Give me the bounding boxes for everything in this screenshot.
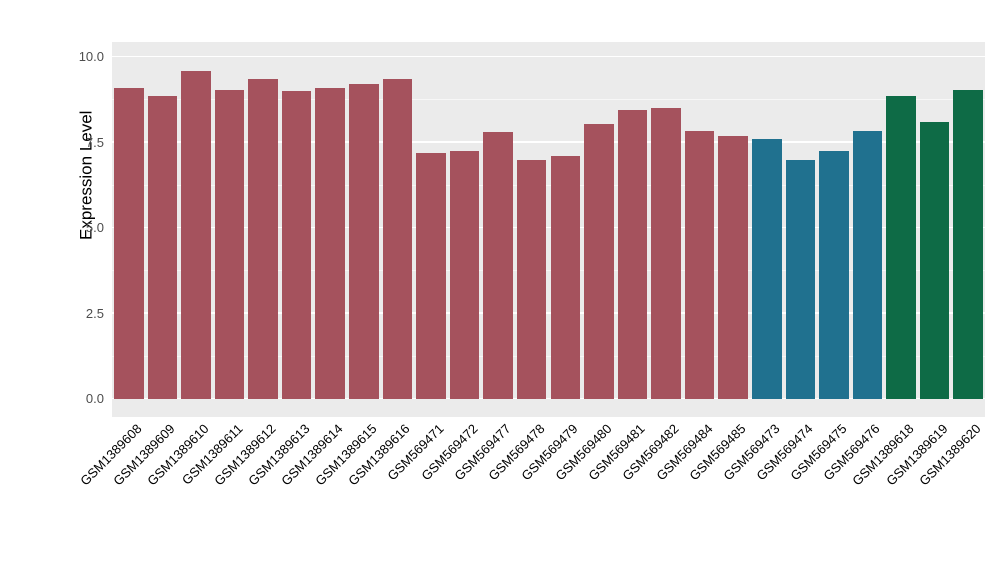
- bar-GSM569477: [483, 132, 513, 399]
- y-tick-label: 5.0: [85, 220, 104, 235]
- bar-GSM569484: [684, 130, 715, 399]
- bar-GSM569478: [516, 159, 547, 399]
- bar-GSM569482: [651, 108, 681, 399]
- y-tick-label: 0.0: [85, 391, 104, 406]
- bar-GSM569479: [550, 156, 581, 399]
- bar-GSM1389616: [382, 79, 413, 399]
- bar-GSM569480: [584, 123, 614, 399]
- gridline-major: [112, 312, 985, 314]
- bar-GSM1389618: [886, 96, 916, 399]
- gridline-minor: [112, 355, 985, 357]
- bar-GSM569481: [617, 110, 648, 399]
- gridline-major: [112, 397, 985, 399]
- x-axis: GSM1389608 GSM1389609 GSM1389610 GSM1389611…: [77, 421, 985, 571]
- bar-GSM569471: [416, 152, 446, 399]
- bar-GSM569474: [785, 159, 816, 399]
- bar-GSM1389609: [147, 96, 178, 399]
- bar-GSM1389620: [953, 89, 983, 399]
- bar-GSM1389613: [281, 91, 312, 399]
- bar-GSM569475: [819, 151, 849, 399]
- y-axis: 0.0 2.5 5.0 7.5 10.0: [0, 42, 104, 417]
- bar-GSM1389610: [181, 70, 211, 399]
- bar-GSM569473: [751, 139, 782, 399]
- bar-GSM569472: [449, 151, 480, 399]
- y-tick-label: 10.0: [78, 49, 104, 64]
- y-tick-label: 7.5: [85, 134, 104, 150]
- bar-GSM569485: [718, 135, 748, 399]
- gridline-minor: [112, 99, 985, 100]
- plot-area: [112, 42, 985, 417]
- gridline-major: [112, 226, 985, 228]
- gridline-major: [112, 141, 985, 143]
- bar-GSM1389615: [349, 84, 379, 399]
- gridline-minor: [112, 184, 985, 186]
- gridline-minor: [112, 270, 985, 271]
- gridline-major: [112, 55, 985, 57]
- bar-GSM1389619: [919, 121, 950, 399]
- bar-GSM1389614: [315, 87, 346, 399]
- bar-GSM569476: [852, 130, 883, 399]
- bar-GSM1389612: [248, 79, 278, 399]
- bar-GSM1389608: [114, 87, 144, 399]
- bar-GSM1389611: [214, 89, 245, 399]
- y-tick-label: 2.5: [85, 305, 104, 321]
